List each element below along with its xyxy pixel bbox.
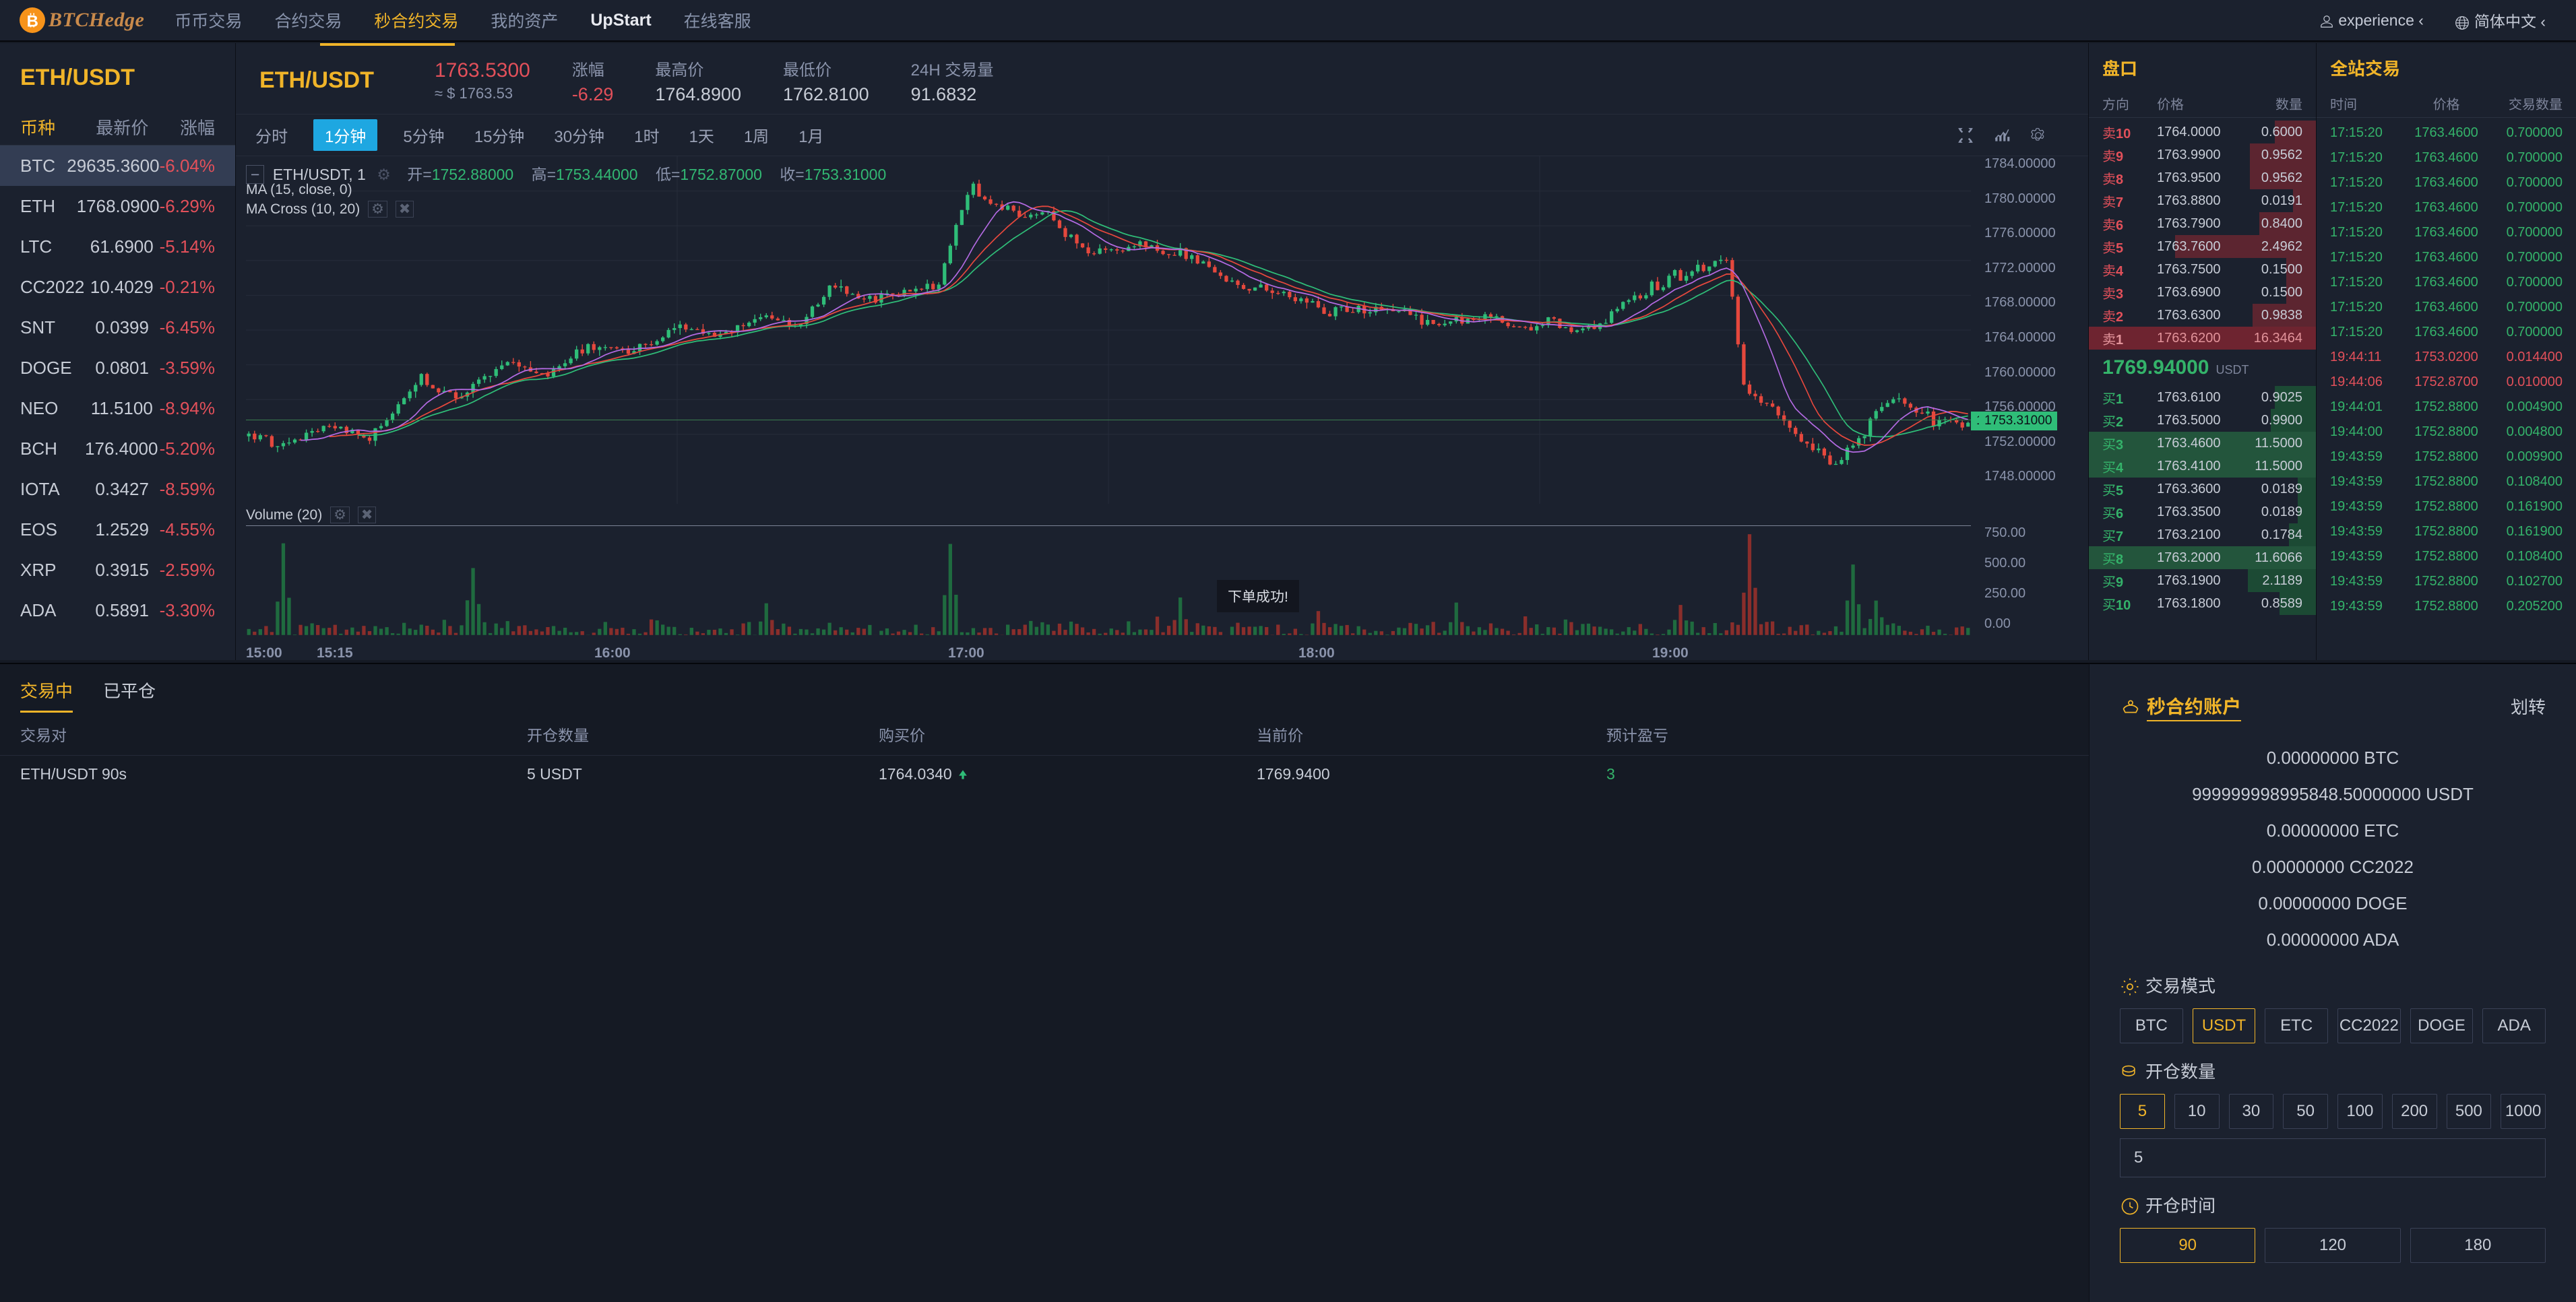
svg-text:B: B — [27, 13, 38, 31]
